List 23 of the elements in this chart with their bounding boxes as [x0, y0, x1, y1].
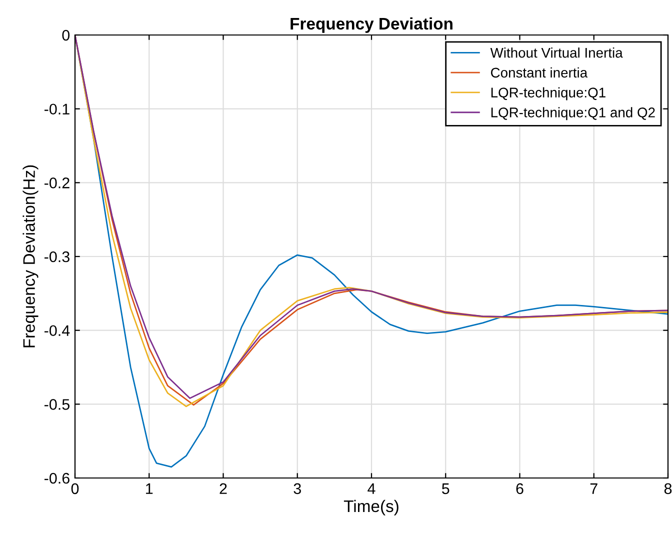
legend-label: LQR-technique:Q1 [491, 87, 606, 100]
x-tick-label: 6 [516, 483, 524, 494]
x-tick-label: 3 [294, 483, 301, 494]
legend-label: LQR-technique:Q1 and Q2 [491, 107, 655, 120]
x-tick-label: 0 [71, 483, 79, 494]
y-axis-title: Frequency Deviation(Hz) [22, 165, 38, 348]
y-tick-label: -0.5 [44, 399, 70, 410]
y-tick-label: -0.6 [44, 472, 70, 484]
x-axis-title: Time(s) [344, 500, 398, 516]
legend-label: Constant inertia [490, 67, 588, 78]
x-tick-label: 5 [442, 483, 450, 494]
y-tick-label: -0.3 [44, 251, 70, 262]
x-tick-label: 8 [664, 483, 672, 494]
y-tick-label: -0.4 [44, 325, 70, 336]
y-tick-label: 0 [62, 30, 70, 41]
y-tick-label: -0.2 [44, 178, 70, 188]
x-tick-label: 4 [368, 483, 376, 494]
x-tick-label: 7 [590, 483, 598, 494]
legend-label: Without Virtual Inertia [490, 48, 623, 58]
x-tick-label: 2 [220, 483, 227, 494]
chart-title: Frequency Deviation [290, 17, 452, 33]
y-tick-label: -0.1 [44, 104, 70, 115]
x-tick-label: 1 [146, 483, 153, 494]
